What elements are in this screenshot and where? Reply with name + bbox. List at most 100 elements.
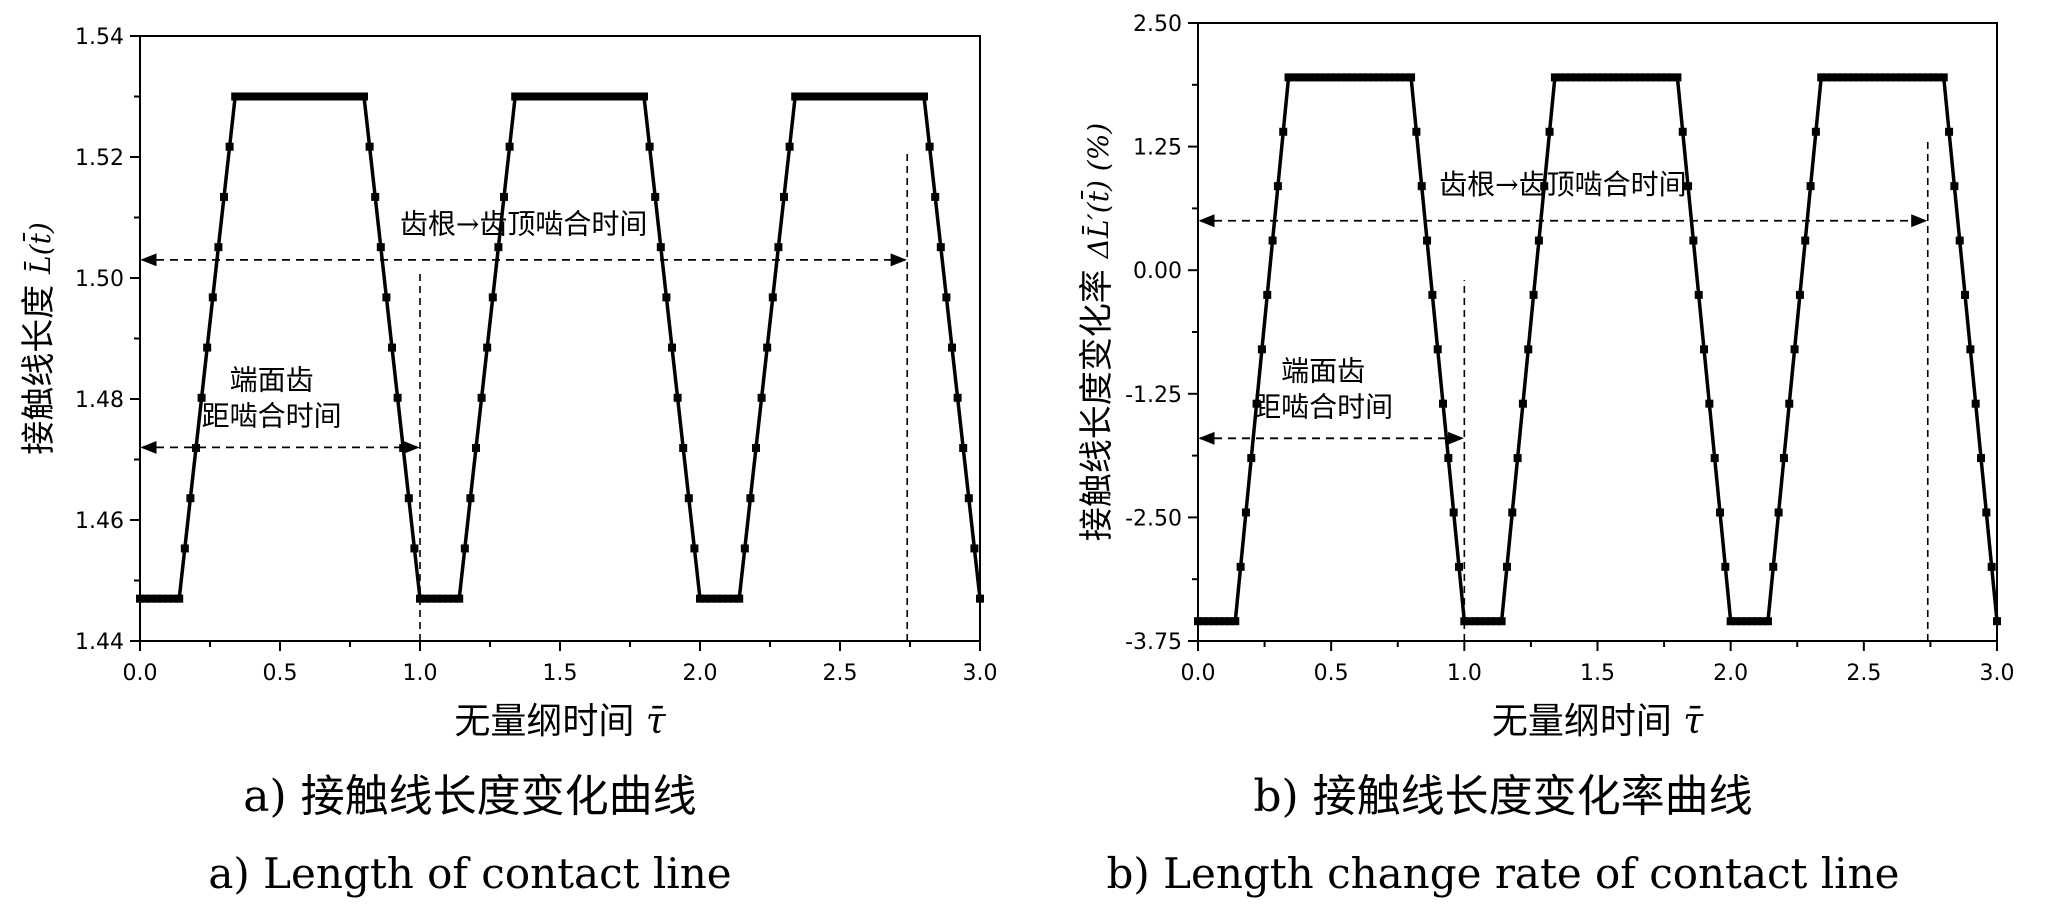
data-point: [1593, 73, 1602, 82]
data-point: [1353, 73, 1362, 82]
data-point: [1731, 617, 1740, 626]
data-point: [768, 293, 777, 302]
data-point: [936, 243, 945, 252]
data-point: [1263, 290, 1272, 299]
data-point: [903, 92, 912, 101]
data-point: [897, 92, 906, 101]
x-tick-label: 1.0: [403, 661, 438, 686]
data-point: [1859, 73, 1868, 82]
data-point: [1987, 562, 1996, 571]
x-axis-label-text: 无量纲时间: [1492, 701, 1683, 742]
data-point: [365, 142, 374, 151]
data-point: [1556, 73, 1565, 82]
data-point: [248, 92, 256, 101]
data-point: [757, 393, 766, 402]
data-point: [472, 444, 480, 453]
x-tick-label: 3.0: [1980, 661, 2015, 686]
data-point: [1849, 73, 1858, 82]
data-point: [1577, 73, 1586, 82]
data-point: [673, 393, 682, 402]
data-point: [830, 92, 839, 101]
data-point: [477, 393, 486, 402]
data-point: [1779, 454, 1788, 463]
data-point: [1945, 127, 1954, 136]
data-point: [651, 192, 660, 201]
data-point: [1588, 73, 1597, 82]
data-point: [1486, 617, 1495, 626]
x-tick-label: 1.0: [1447, 661, 1482, 686]
data-point: [600, 92, 609, 101]
data-point: [718, 594, 727, 603]
data-point: [774, 243, 783, 252]
x-tick-label: 0.5: [1314, 661, 1349, 686]
data-point: [841, 92, 850, 101]
data-point: [1401, 73, 1410, 82]
data-point: [483, 343, 492, 352]
data-point: [1822, 73, 1831, 82]
y-tick-label: 0.00: [1133, 259, 1182, 284]
data-point: [1417, 182, 1426, 191]
caption-cn-a: a) 接触线长度变化曲线: [243, 771, 697, 822]
chart-panel-a: 0.0 0.5 1.0 1.5 2.0 2.5 3.0 1.44 1.46 1.48 1.50 1.5…: [19, 25, 998, 742]
data-point: [192, 444, 200, 453]
y-tick-label: 1.52: [75, 146, 124, 171]
data-point: [180, 544, 189, 553]
x-tick-label: 0.0: [123, 661, 158, 686]
plot-frame: [139, 35, 981, 642]
data-point: [858, 92, 867, 101]
data-point: [1289, 73, 1298, 82]
x-tick-label: 1.5: [1580, 661, 1615, 686]
data-point: [1561, 73, 1570, 82]
data-point: [533, 92, 542, 101]
data-point: [802, 92, 811, 101]
data-point: [1604, 73, 1613, 82]
y-axis-label-text: 接触线长度变化率: [1077, 258, 1117, 541]
data-point: [1231, 617, 1240, 626]
data-point: [864, 92, 872, 101]
data-point: [1684, 182, 1693, 191]
data-point: [550, 92, 559, 101]
x-tick-label: 2.0: [683, 661, 718, 686]
data-point: [875, 92, 884, 101]
data-point: [808, 92, 816, 101]
data-point: [1902, 73, 1911, 82]
data-point: [1694, 290, 1703, 299]
data-point: [1295, 73, 1304, 82]
data-point: [242, 92, 251, 101]
data-point: [225, 142, 234, 151]
data-point: [309, 92, 318, 101]
data-point: [253, 92, 262, 101]
data-point: [444, 594, 452, 603]
data-point: [1614, 73, 1623, 82]
data-point: [1668, 73, 1677, 82]
data-point: [1673, 73, 1682, 82]
y-tick-label: -3.75: [1125, 630, 1182, 655]
data-point: [488, 293, 497, 302]
data-point: [500, 192, 508, 201]
annotation-arrow-glyph: →: [1495, 168, 1518, 201]
data-point: [970, 544, 979, 553]
data-point: [304, 92, 312, 101]
data-point: [1423, 236, 1432, 245]
data-point: [1241, 508, 1250, 517]
data-point: [847, 92, 856, 101]
data-point: [158, 594, 167, 603]
data-point: [1854, 73, 1863, 82]
data-point: [1907, 73, 1916, 82]
data-point: [169, 594, 178, 603]
data-point: [1993, 617, 2001, 626]
data-point: [410, 544, 419, 553]
data-point: [1939, 73, 1948, 82]
data-point: [852, 92, 861, 101]
data-point: [1817, 73, 1826, 82]
data-point: [1977, 454, 1986, 463]
data-point: [824, 92, 833, 101]
annotation-label: 距啮合时间: [1253, 390, 1393, 423]
data-point: [1598, 73, 1607, 82]
data-point: [556, 92, 564, 101]
data-point: [1369, 73, 1378, 82]
data-point: [1646, 73, 1655, 82]
annotation-arrow-glyph: →: [456, 208, 479, 241]
y-tick-label: 1.25: [1133, 136, 1182, 161]
data-point: [276, 92, 284, 101]
